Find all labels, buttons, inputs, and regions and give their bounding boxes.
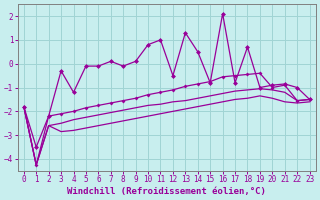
X-axis label: Windchill (Refroidissement éolien,°C): Windchill (Refroidissement éolien,°C)	[67, 187, 266, 196]
